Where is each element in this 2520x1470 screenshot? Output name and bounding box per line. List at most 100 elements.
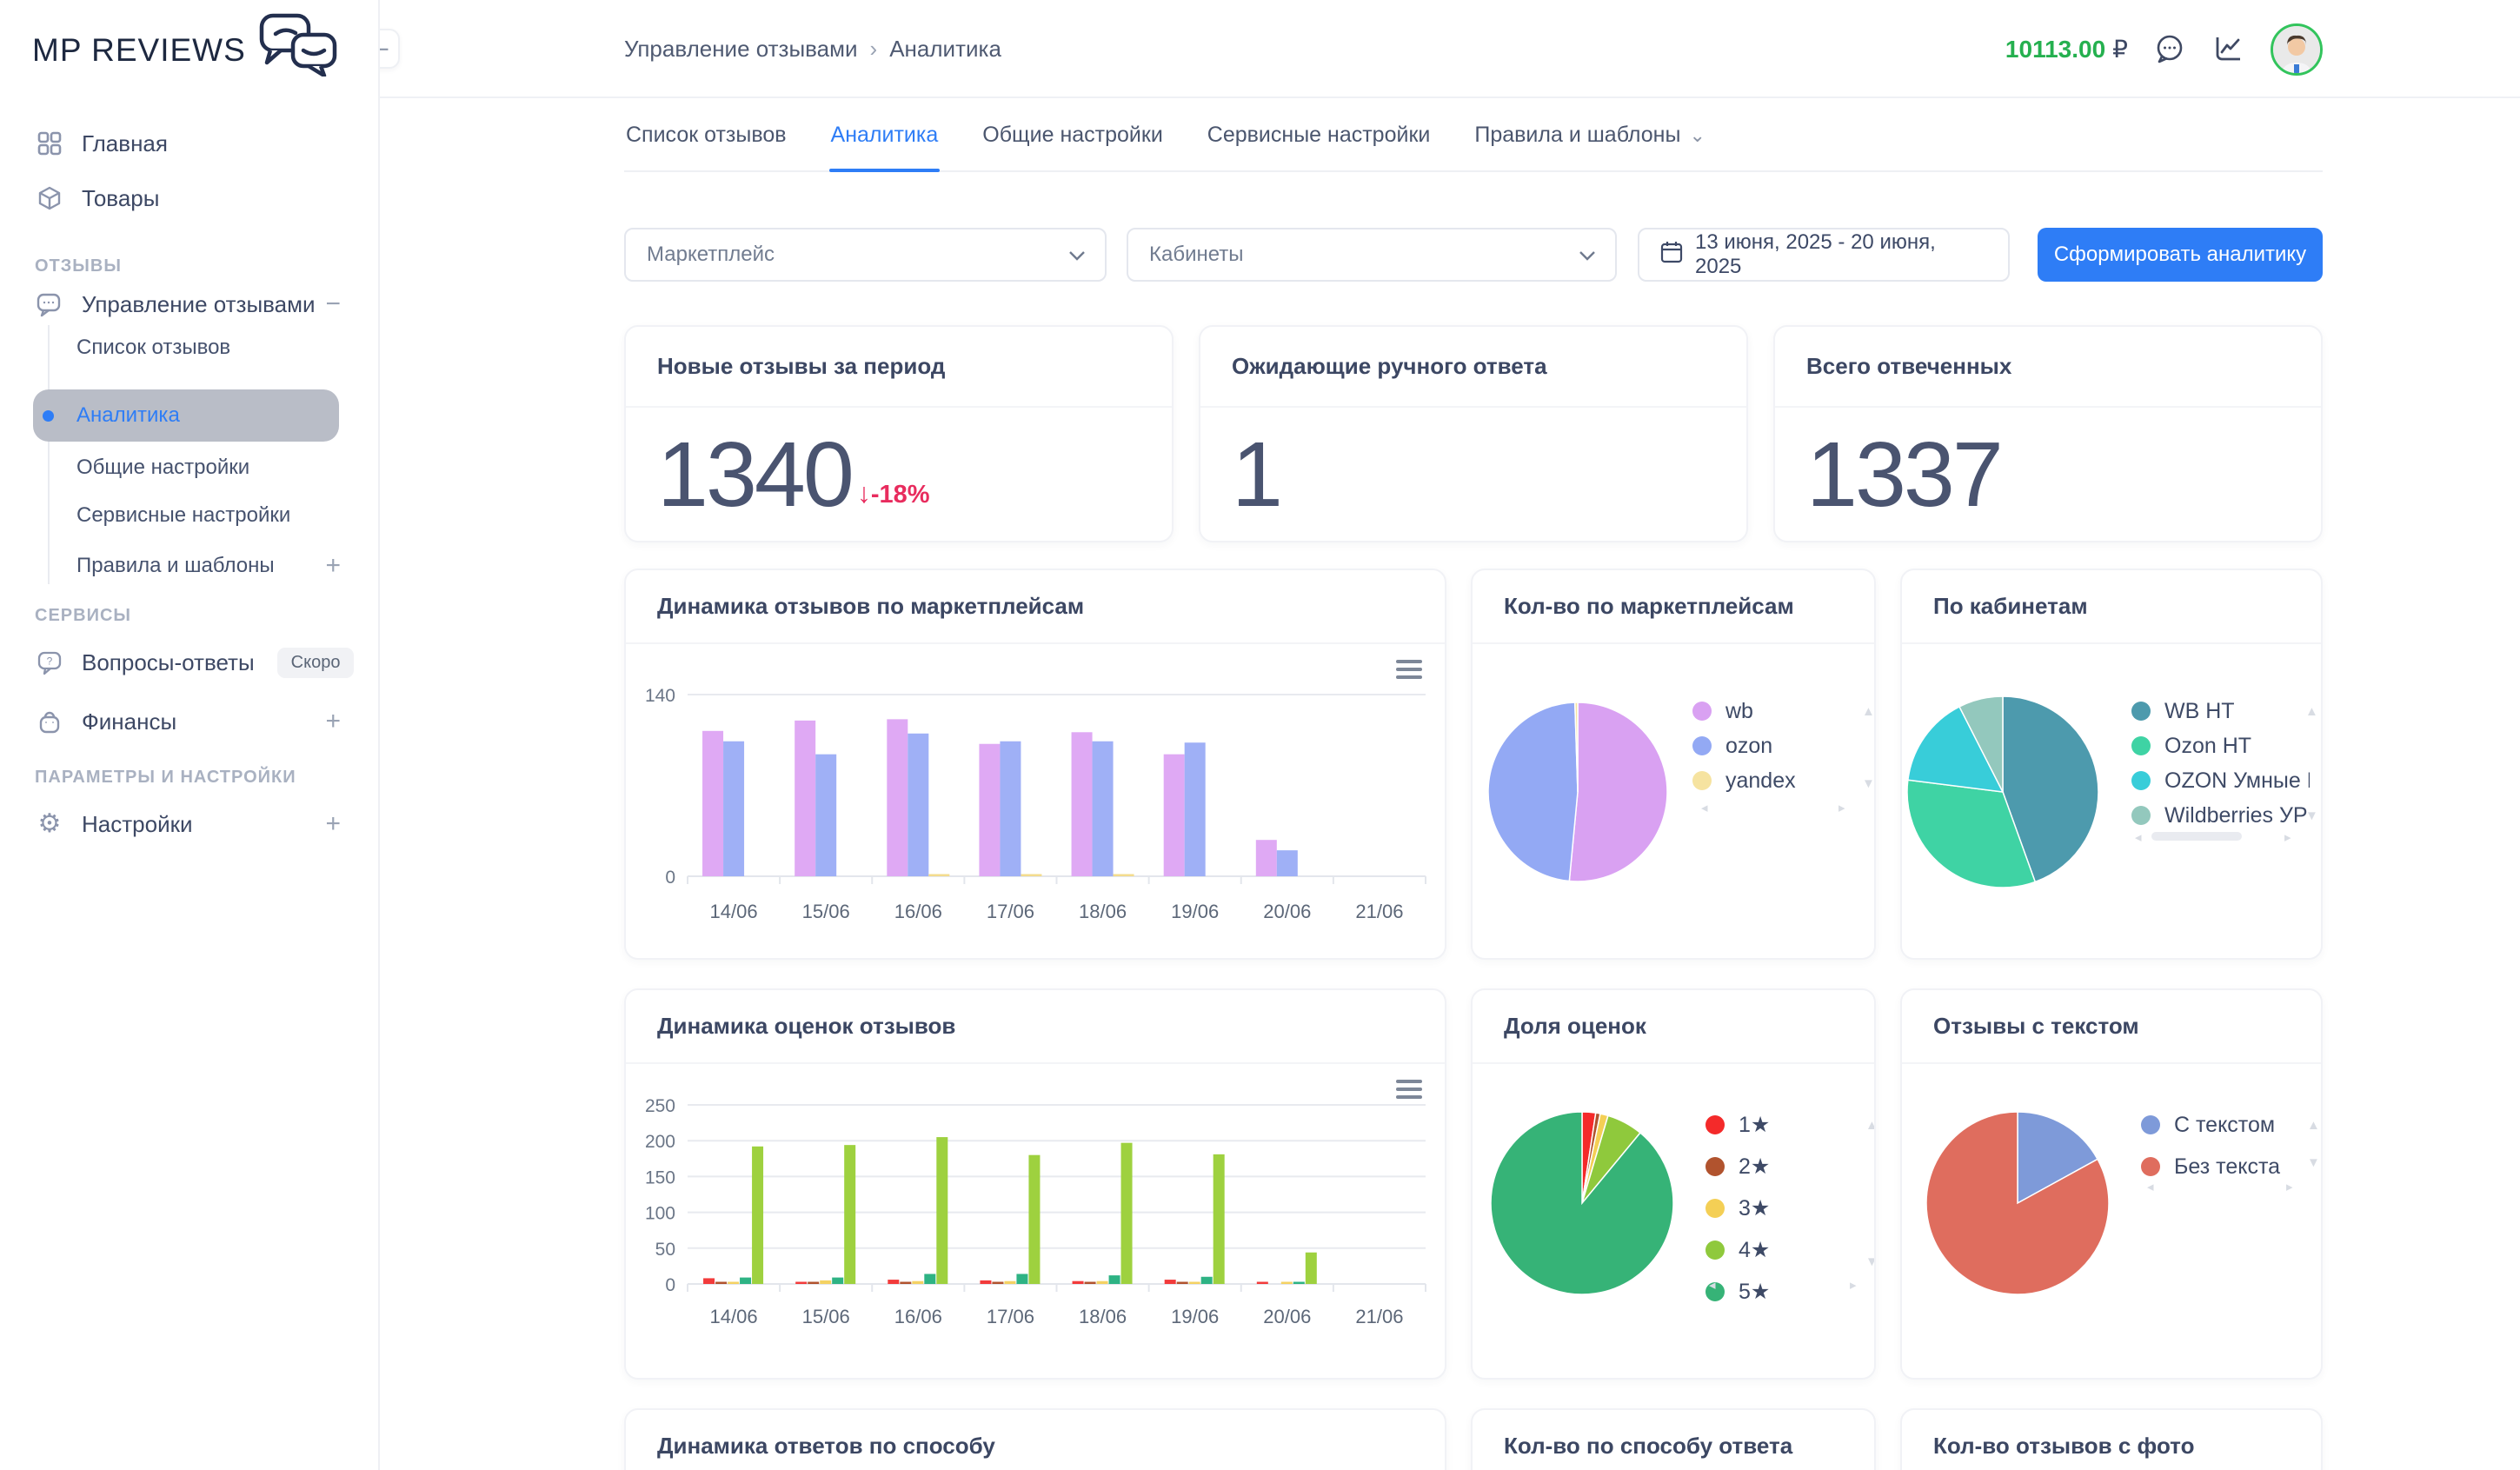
legend-up-arrow-icon[interactable]: ▲	[1862, 704, 1875, 719]
chart-menu-icon[interactable]	[1396, 1080, 1422, 1099]
pie-slice[interactable]	[1573, 702, 1579, 793]
bar[interactable]	[1004, 1280, 1016, 1284]
bar[interactable]	[1256, 1281, 1268, 1285]
bar[interactable]	[703, 1278, 715, 1284]
bar[interactable]	[1108, 1275, 1120, 1284]
legend-item[interactable]: Без текста	[2141, 1146, 2280, 1187]
bar[interactable]	[752, 1146, 764, 1284]
legend-scrollbar[interactable]	[2151, 832, 2242, 841]
bar[interactable]	[723, 741, 745, 876]
legend-left-arrow-icon[interactable]: ◂	[2135, 830, 2142, 845]
legend-down-arrow-icon[interactable]: ▼	[2305, 808, 2318, 823]
legend-up-arrow-icon[interactable]: ▲	[2305, 704, 2318, 719]
bar[interactable]	[1072, 1280, 1084, 1284]
legend-item[interactable]: WB НТ	[2131, 694, 2310, 728]
support-chat-icon[interactable]	[2152, 32, 2187, 67]
logo[interactable]: MP REVIEWS	[32, 13, 338, 81]
chart-menu-icon[interactable]	[1396, 660, 1422, 679]
pie-slice[interactable]	[1487, 702, 1579, 882]
bar[interactable]	[1071, 732, 1093, 876]
bar[interactable]	[1092, 741, 1114, 876]
bar[interactable]	[1164, 1280, 1176, 1284]
cabinets-select[interactable]: Кабинеты	[1127, 228, 1617, 282]
pie-slice[interactable]	[1568, 702, 1668, 882]
bar[interactable]	[1255, 840, 1277, 876]
legend-right-arrow-icon[interactable]: ▸	[1838, 801, 1845, 815]
bar[interactable]	[1096, 1280, 1108, 1284]
legend-left-arrow-icon[interactable]: ◂	[2147, 1180, 2154, 1194]
legend-item[interactable]: Wildberries УР	[2131, 798, 2310, 833]
sidebar-item-general-settings[interactable]: Общие настройки	[76, 456, 250, 479]
legend-right-arrow-icon[interactable]: ▸	[2284, 830, 2291, 845]
legend-left-arrow-icon[interactable]: ◂	[1701, 801, 1708, 815]
bar[interactable]	[1028, 1154, 1041, 1284]
legend-item[interactable]: 1★	[1705, 1104, 1770, 1146]
pie-slice[interactable]	[1907, 705, 2005, 793]
bar[interactable]	[1016, 1274, 1028, 1284]
pie-slice[interactable]	[2017, 1111, 2099, 1205]
legend-item[interactable]: ozon	[1692, 728, 1796, 763]
expand-plus-icon[interactable]: +	[325, 551, 341, 580]
bar[interactable]	[980, 1280, 992, 1284]
bar[interactable]	[1113, 874, 1134, 877]
legend-left-arrow-icon[interactable]: ◂	[1709, 1278, 1716, 1293]
bar[interactable]	[924, 1274, 936, 1284]
bar[interactable]	[1184, 742, 1206, 876]
tab-analytics[interactable]: Аналитика	[828, 112, 941, 172]
avatar[interactable]	[2271, 23, 2323, 76]
bar[interactable]	[728, 1281, 740, 1285]
sidebar-item-analytics[interactable]: Аналитика	[76, 403, 180, 427]
bar[interactable]	[844, 1145, 856, 1284]
collapse-minus-icon[interactable]: −	[325, 289, 341, 318]
sidebar-item-review-list[interactable]: Список отзывов	[76, 336, 231, 359]
legend-up-arrow-icon[interactable]: ▲	[1865, 1119, 1874, 1132]
legend-down-arrow-icon[interactable]: ▼	[2307, 1155, 2320, 1170]
bar[interactable]	[815, 754, 837, 876]
bar[interactable]	[888, 1280, 900, 1284]
date-range-picker[interactable]: 13 июня, 2025 - 20 июня, 2025	[1638, 228, 2010, 282]
bar[interactable]	[1084, 1281, 1096, 1285]
sidebar-item-rules-templates[interactable]: Правила и шаблоны +	[76, 551, 341, 580]
legend-item[interactable]: yandex	[1692, 763, 1796, 798]
tab-review-list[interactable]: Список отзывов	[626, 123, 787, 147]
bar[interactable]	[1176, 1281, 1188, 1285]
legend-item[interactable]: 4★	[1705, 1229, 1770, 1271]
legend-item[interactable]: С текстом	[2141, 1104, 2280, 1146]
legend-down-arrow-icon[interactable]: ▼	[1865, 1255, 1874, 1268]
pie-slice[interactable]	[1925, 1111, 2110, 1295]
bar[interactable]	[795, 1281, 808, 1285]
marketplace-select[interactable]: Маркетплейс	[624, 228, 1107, 282]
sidebar-item-products[interactable]: Товары	[0, 176, 380, 220]
bar[interactable]	[928, 874, 950, 877]
bar[interactable]	[740, 1277, 752, 1284]
legend-item[interactable]: wb	[1692, 694, 1796, 728]
bar[interactable]	[715, 1281, 728, 1285]
bar[interactable]	[702, 730, 724, 876]
tab-rules-templates[interactable]: Правила и шаблоны ⌄	[1474, 123, 1705, 147]
balance[interactable]: 10113.00 ₽	[2005, 35, 2128, 63]
breadcrumb-parent[interactable]: Управление отзывами	[624, 36, 858, 62]
bar[interactable]	[887, 719, 908, 876]
sidebar-item-review-management[interactable]: Управление отзывами −	[0, 283, 380, 326]
sidebar-item-home[interactable]: Главная	[0, 122, 380, 165]
bar[interactable]	[1120, 1142, 1133, 1284]
bar[interactable]	[1000, 741, 1021, 876]
pie-slice[interactable]	[1958, 695, 2004, 793]
bar[interactable]	[1280, 1281, 1293, 1285]
bar[interactable]	[912, 1280, 924, 1284]
bar[interactable]	[1163, 754, 1185, 876]
bar[interactable]	[1200, 1276, 1213, 1284]
legend-right-arrow-icon[interactable]: ▸	[1850, 1278, 1857, 1293]
analytics-chart-icon[interactable]	[2211, 32, 2246, 67]
bar[interactable]	[1293, 1281, 1305, 1285]
bar[interactable]	[1213, 1154, 1225, 1284]
bar[interactable]	[1276, 850, 1298, 876]
pie-slice[interactable]	[2002, 695, 2099, 883]
bar[interactable]	[1305, 1252, 1317, 1284]
legend-item[interactable]: OZON Умные Ре	[2131, 763, 2310, 798]
bar[interactable]	[820, 1280, 832, 1284]
bar[interactable]	[900, 1281, 912, 1285]
sidebar-item-finance[interactable]: Финансы +	[0, 700, 380, 743]
bar[interactable]	[992, 1281, 1004, 1285]
pie-slice[interactable]	[1490, 1111, 1674, 1295]
